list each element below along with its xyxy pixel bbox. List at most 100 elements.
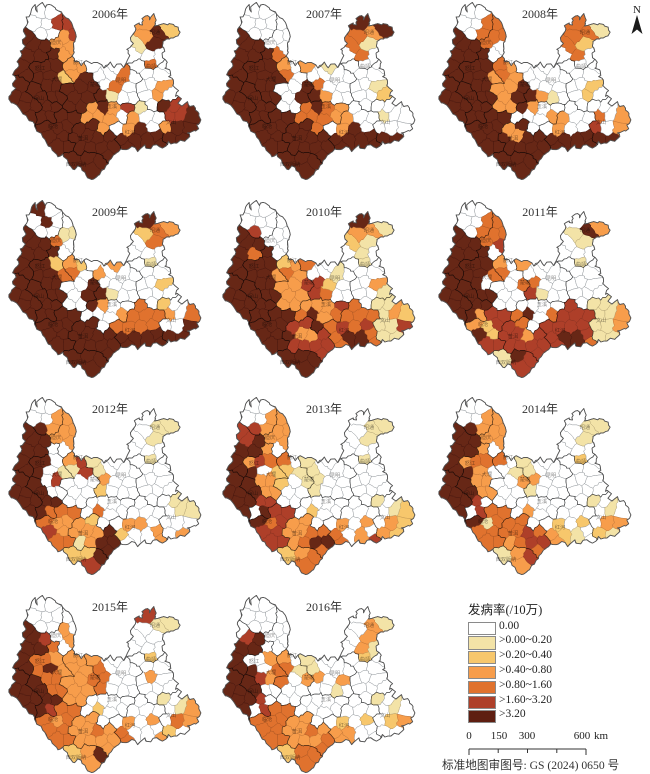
svg-text:丽江: 丽江 — [73, 454, 83, 461]
svg-text:玉溪: 玉溪 — [107, 497, 117, 505]
svg-text:迪庆: 迪庆 — [265, 236, 275, 244]
svg-text:迪庆: 迪庆 — [51, 236, 61, 244]
svg-text:红河: 红河 — [555, 128, 565, 136]
svg-text:保山: 保山 — [34, 94, 44, 102]
svg-text:昭通: 昭通 — [150, 621, 161, 629]
svg-text:600: 600 — [574, 730, 591, 742]
svg-text:迪庆: 迪庆 — [51, 433, 61, 441]
svg-text:普洱: 普洱 — [292, 332, 302, 340]
svg-text:昭通: 昭通 — [364, 621, 375, 629]
svg-text:怒江: 怒江 — [35, 459, 45, 467]
svg-text:怒江: 怒江 — [35, 657, 45, 665]
svg-text:保山: 保山 — [34, 292, 44, 300]
svg-text:西双版纳: 西双版纳 — [66, 753, 87, 761]
svg-text:迪庆: 迪庆 — [481, 236, 491, 244]
svg-text:楚雄: 楚雄 — [520, 475, 530, 483]
svg-text:曲靖: 曲靖 — [576, 62, 586, 70]
svg-text:文山: 文山 — [596, 316, 606, 324]
svg-text:大理: 大理 — [266, 668, 277, 676]
svg-text:西双版纳: 西双版纳 — [66, 358, 87, 366]
svg-text:昭通: 昭通 — [150, 28, 161, 36]
svg-text:迪庆: 迪庆 — [265, 38, 275, 46]
svg-text:红河: 红河 — [339, 326, 349, 334]
svg-text:临沧: 临沧 — [478, 517, 488, 525]
svg-text:红河: 红河 — [125, 721, 135, 729]
svg-text:保山: 保山 — [464, 489, 474, 497]
svg-text:km: km — [594, 730, 609, 742]
svg-text:N: N — [633, 4, 641, 16]
svg-text:丽江: 丽江 — [503, 59, 513, 66]
svg-text:临沧: 临沧 — [262, 320, 272, 328]
svg-text:昭通: 昭通 — [364, 423, 375, 431]
svg-text:丽江: 丽江 — [287, 257, 297, 264]
svg-text:玉溪: 玉溪 — [537, 300, 547, 308]
svg-text:西双版纳: 西双版纳 — [66, 555, 87, 563]
svg-text:楚雄: 楚雄 — [520, 80, 530, 88]
svg-text:曲靖: 曲靖 — [576, 260, 586, 268]
svg-text:玉溪: 玉溪 — [321, 300, 331, 308]
svg-text:丽江: 丽江 — [73, 59, 83, 66]
svg-text:丽江: 丽江 — [287, 652, 297, 659]
svg-text:普洱: 普洱 — [292, 134, 302, 142]
svg-text:保山: 保山 — [34, 489, 44, 497]
svg-text:红河: 红河 — [339, 523, 349, 531]
svg-text:楚雄: 楚雄 — [304, 80, 314, 88]
svg-text:迪庆: 迪庆 — [481, 433, 491, 441]
svg-text:普洱: 普洱 — [292, 529, 302, 537]
svg-text:昆明: 昆明 — [116, 472, 126, 479]
svg-text:昭通: 昭通 — [580, 226, 591, 234]
svg-text:曲靖: 曲靖 — [360, 260, 370, 268]
svg-text:红河: 红河 — [555, 326, 565, 334]
svg-text:玉溪: 玉溪 — [107, 102, 117, 110]
svg-text:昭通: 昭通 — [364, 28, 375, 36]
svg-text:大理: 大理 — [52, 668, 63, 676]
svg-text:迪庆: 迪庆 — [265, 433, 275, 441]
svg-text:文山: 文山 — [380, 513, 390, 521]
svg-text:曲靖: 曲靖 — [146, 655, 156, 663]
svg-text:大理: 大理 — [266, 75, 277, 83]
svg-text:文山: 文山 — [166, 316, 176, 324]
svg-text:西双版纳: 西双版纳 — [496, 555, 517, 563]
svg-text:普洱: 普洱 — [508, 529, 518, 537]
svg-text:昆明: 昆明 — [330, 77, 340, 84]
svg-text:保山: 保山 — [464, 94, 474, 102]
svg-text:昆明: 昆明 — [116, 77, 126, 84]
svg-text:丽江: 丽江 — [73, 652, 83, 659]
svg-text:西双版纳: 西双版纳 — [496, 358, 517, 366]
svg-text:文山: 文山 — [596, 118, 606, 126]
svg-text:大理: 大理 — [482, 273, 493, 281]
svg-text:怒江: 怒江 — [465, 262, 475, 270]
svg-text:丽江: 丽江 — [73, 257, 83, 264]
svg-text:楚雄: 楚雄 — [90, 278, 100, 286]
svg-text:大理: 大理 — [482, 470, 493, 478]
svg-text:大理: 大理 — [266, 273, 277, 281]
svg-text:保山: 保山 — [248, 687, 258, 695]
svg-text:丽江: 丽江 — [287, 454, 297, 461]
svg-text:迪庆: 迪庆 — [51, 38, 61, 46]
svg-text:怒江: 怒江 — [465, 64, 475, 72]
svg-text:西双版纳: 西双版纳 — [280, 160, 301, 168]
svg-text:文山: 文山 — [166, 513, 176, 521]
svg-text:怒江: 怒江 — [249, 657, 259, 665]
svg-text:临沧: 临沧 — [48, 715, 58, 723]
svg-text:丽江: 丽江 — [503, 454, 513, 461]
svg-text:曲靖: 曲靖 — [146, 260, 156, 268]
svg-text:普洱: 普洱 — [78, 332, 88, 340]
svg-text:楚雄: 楚雄 — [90, 80, 100, 88]
svg-text:迪庆: 迪庆 — [265, 631, 275, 639]
svg-text:怒江: 怒江 — [249, 64, 259, 72]
svg-text:保山: 保山 — [34, 687, 44, 695]
svg-text:曲靖: 曲靖 — [576, 457, 586, 465]
svg-text:丽江: 丽江 — [503, 257, 513, 264]
svg-text:怒江: 怒江 — [35, 262, 45, 270]
svg-text:西双版纳: 西双版纳 — [66, 160, 87, 168]
svg-text:临沧: 临沧 — [262, 122, 272, 130]
svg-text:临沧: 临沧 — [262, 517, 272, 525]
svg-text:150: 150 — [491, 730, 508, 742]
svg-text:楚雄: 楚雄 — [304, 278, 314, 286]
svg-text:楚雄: 楚雄 — [520, 278, 530, 286]
svg-text:曲靖: 曲靖 — [146, 62, 156, 70]
svg-text:曲靖: 曲靖 — [146, 457, 156, 465]
svg-text:昆明: 昆明 — [116, 670, 126, 677]
svg-text:西双版纳: 西双版纳 — [280, 555, 301, 563]
